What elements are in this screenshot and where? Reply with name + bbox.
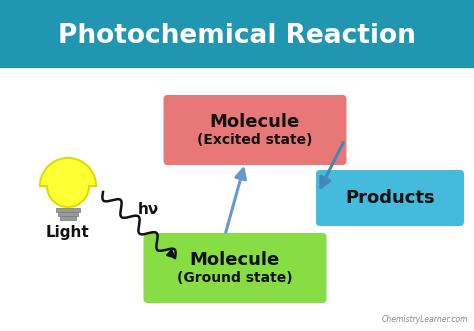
FancyBboxPatch shape [144, 233, 327, 303]
FancyBboxPatch shape [164, 95, 346, 165]
Text: Molecule: Molecule [210, 113, 300, 131]
Text: Products: Products [345, 189, 435, 207]
FancyBboxPatch shape [0, 0, 474, 68]
FancyBboxPatch shape [60, 216, 76, 220]
Text: (Ground state): (Ground state) [177, 271, 293, 285]
Text: hν: hν [137, 203, 159, 217]
Text: Photochemical Reaction: Photochemical Reaction [58, 23, 416, 49]
FancyBboxPatch shape [316, 170, 464, 226]
Text: (Excited state): (Excited state) [197, 133, 313, 147]
FancyBboxPatch shape [58, 212, 78, 216]
Text: Molecule: Molecule [190, 251, 280, 269]
Text: Light: Light [46, 225, 90, 241]
FancyBboxPatch shape [56, 208, 80, 212]
Polygon shape [40, 158, 96, 207]
Text: ChemistryLearner.com: ChemistryLearner.com [382, 315, 468, 324]
